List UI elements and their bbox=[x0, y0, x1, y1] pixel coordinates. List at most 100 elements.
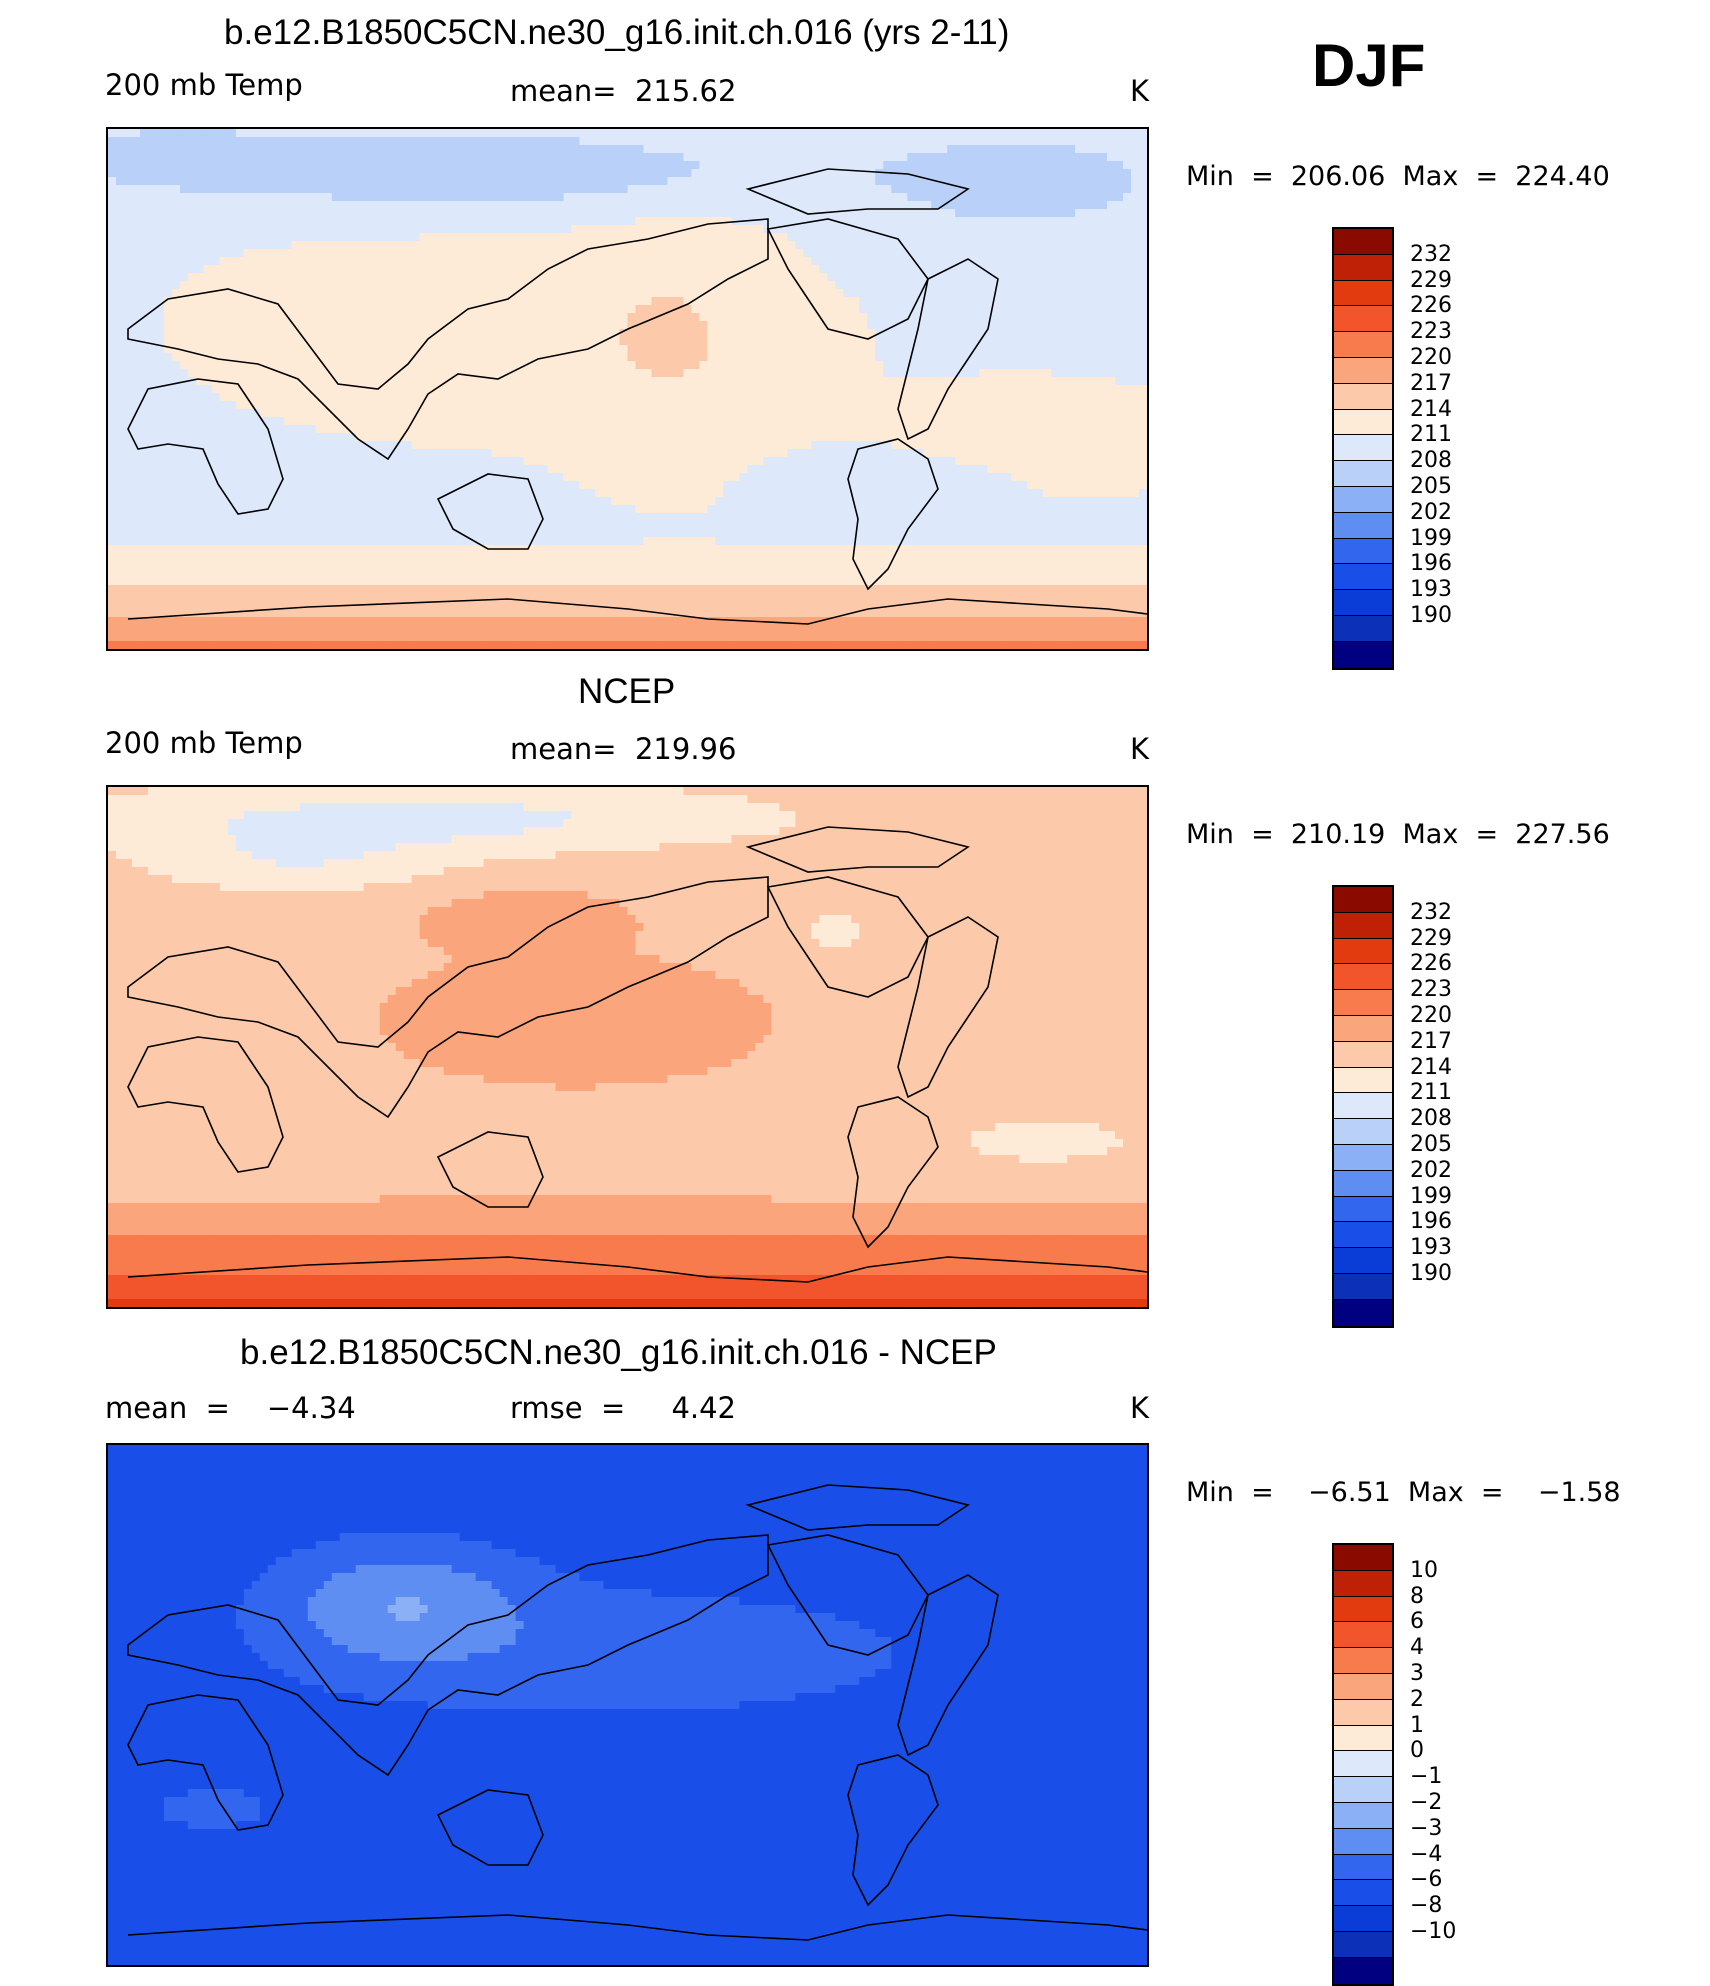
colorbar-tick-label: 190 bbox=[1410, 1263, 1452, 1285]
colorbar-swatch bbox=[1334, 1880, 1392, 1906]
colorbar-swatch bbox=[1334, 255, 1392, 281]
panel-center-label: mean= 215.62 bbox=[510, 77, 736, 106]
colorbar-tick-label: 199 bbox=[1410, 528, 1452, 550]
colorbar-swatch bbox=[1334, 332, 1392, 358]
panel-title: b.e12.B1850C5CN.ne30_g16.init.ch.016 (yr… bbox=[224, 15, 1009, 50]
colorbar-tick-label: 217 bbox=[1410, 373, 1452, 395]
colorbar-swatch bbox=[1334, 410, 1392, 436]
colorbar-swatch bbox=[1334, 281, 1392, 307]
colorbar-swatch bbox=[1334, 1016, 1392, 1042]
temperature-field-map bbox=[108, 787, 1147, 1307]
colorbar-swatch bbox=[1334, 358, 1392, 384]
colorbar-swatch bbox=[1334, 642, 1392, 668]
colorbar-swatch bbox=[1334, 1042, 1392, 1068]
colorbar-swatch bbox=[1334, 1700, 1392, 1726]
colorbar-swatch bbox=[1334, 1751, 1392, 1777]
colorbar-tick-label: −4 bbox=[1410, 1844, 1442, 1866]
colorbar-swatch bbox=[1334, 1274, 1392, 1300]
panel-units-label: K bbox=[1130, 735, 1149, 764]
colorbar-tick-label: 0 bbox=[1410, 1740, 1424, 1762]
colorbar-swatch bbox=[1334, 461, 1392, 487]
colorbar-swatch bbox=[1334, 1777, 1392, 1803]
colorbar-swatch bbox=[1334, 539, 1392, 565]
panel-units-label: K bbox=[1130, 1394, 1149, 1423]
panel-title: NCEP bbox=[578, 674, 675, 709]
colorbar-swatch bbox=[1334, 1726, 1392, 1752]
colorbar-tick-label: 223 bbox=[1410, 321, 1452, 343]
colorbar-swatch bbox=[1334, 1803, 1392, 1829]
colorbar-swatch bbox=[1334, 990, 1392, 1016]
min-max-label: Min = 206.06 Max = 224.40 bbox=[1186, 163, 1610, 190]
colorbar-tick-label: −1 bbox=[1410, 1766, 1442, 1788]
colorbar-tick-label: 4 bbox=[1410, 1637, 1424, 1659]
colorbar-swatch bbox=[1334, 887, 1392, 913]
map-plot bbox=[106, 127, 1149, 651]
colorbar-tick-label: 220 bbox=[1410, 1005, 1452, 1027]
panel-left-label: 200 mb Temp bbox=[105, 729, 303, 758]
panel-left-label: mean = −4.34 bbox=[105, 1394, 356, 1423]
colorbar-swatch bbox=[1334, 306, 1392, 332]
panel-title: b.e12.B1850C5CN.ne30_g16.init.ch.016 - N… bbox=[240, 1335, 997, 1370]
colorbar-tick-label: 202 bbox=[1410, 502, 1452, 524]
colorbar-swatch bbox=[1334, 1545, 1392, 1571]
temperature-field-map bbox=[108, 129, 1147, 649]
min-max-label: Min = 210.19 Max = 227.56 bbox=[1186, 821, 1610, 848]
colorbar-tick-label: 6 bbox=[1410, 1611, 1424, 1633]
colorbar-tick-label: −6 bbox=[1410, 1869, 1442, 1891]
min-max-label: Min = −6.51 Max = −1.58 bbox=[1186, 1479, 1621, 1506]
colorbar-swatch bbox=[1334, 1648, 1392, 1674]
colorbar-tick-label: 211 bbox=[1410, 1082, 1452, 1104]
colorbar-tick-label: 196 bbox=[1410, 1211, 1452, 1233]
colorbar-swatch bbox=[1334, 616, 1392, 642]
colorbar-swatch bbox=[1334, 1597, 1392, 1623]
map-plot bbox=[106, 1443, 1149, 1967]
colorbar-swatch bbox=[1334, 1119, 1392, 1145]
colorbar-tick-label: 193 bbox=[1410, 1237, 1452, 1259]
colorbar-swatch bbox=[1334, 939, 1392, 965]
colorbar-swatch bbox=[1334, 1906, 1392, 1932]
colorbar-tick-label: 229 bbox=[1410, 270, 1452, 292]
colorbar-tick-label: 232 bbox=[1410, 244, 1452, 266]
colorbar-swatch bbox=[1334, 1674, 1392, 1700]
colorbar-swatch bbox=[1334, 1829, 1392, 1855]
colorbar-swatch bbox=[1334, 964, 1392, 990]
colorbar-swatch bbox=[1334, 1197, 1392, 1223]
colorbar-tick-label: 193 bbox=[1410, 579, 1452, 601]
colorbar-swatch bbox=[1334, 1093, 1392, 1119]
colorbar-swatch bbox=[1334, 435, 1392, 461]
colorbar-swatch bbox=[1334, 513, 1392, 539]
colorbar-tick-label: 205 bbox=[1410, 476, 1452, 498]
colorbar-swatch bbox=[1334, 1145, 1392, 1171]
colorbar-swatch bbox=[1334, 229, 1392, 255]
colorbar-swatch bbox=[1334, 1958, 1392, 1984]
colorbar-swatch bbox=[1334, 1248, 1392, 1274]
colorbar-tick-label: 2 bbox=[1410, 1689, 1424, 1711]
colorbar-tick-label: 214 bbox=[1410, 1057, 1452, 1079]
colorbar-tick-label: 229 bbox=[1410, 928, 1452, 950]
colorbar-tick-label: 199 bbox=[1410, 1186, 1452, 1208]
colorbar-tick-label: 217 bbox=[1410, 1031, 1452, 1053]
colorbar-tick-label: −2 bbox=[1410, 1792, 1442, 1814]
colorbar-tick-label: 202 bbox=[1410, 1160, 1452, 1182]
colorbar-tick-label: 1 bbox=[1410, 1715, 1424, 1737]
colorbar-tick-label: 190 bbox=[1410, 605, 1452, 627]
colorbar-tick-label: 205 bbox=[1410, 1134, 1452, 1156]
colorbar-swatches bbox=[1332, 227, 1394, 670]
colorbar-swatch bbox=[1334, 590, 1392, 616]
colorbar-swatches bbox=[1332, 885, 1394, 1328]
map-plot bbox=[106, 785, 1149, 1309]
colorbar-tick-label: 220 bbox=[1410, 347, 1452, 369]
colorbar-tick-label: 208 bbox=[1410, 450, 1452, 472]
colorbar-tick-label: 211 bbox=[1410, 424, 1452, 446]
colorbar-tick-label: 223 bbox=[1410, 979, 1452, 1001]
colorbar-swatch bbox=[1334, 564, 1392, 590]
colorbar-tick-label: −8 bbox=[1410, 1895, 1442, 1917]
colorbar-swatch bbox=[1334, 384, 1392, 410]
panel-left-label: 200 mb Temp bbox=[105, 71, 303, 100]
panel-center-label: mean= 219.96 bbox=[510, 735, 736, 764]
colorbar-tick-label: 10 bbox=[1410, 1560, 1438, 1582]
difference-field-map bbox=[108, 1445, 1147, 1965]
colorbar-swatch bbox=[1334, 1068, 1392, 1094]
